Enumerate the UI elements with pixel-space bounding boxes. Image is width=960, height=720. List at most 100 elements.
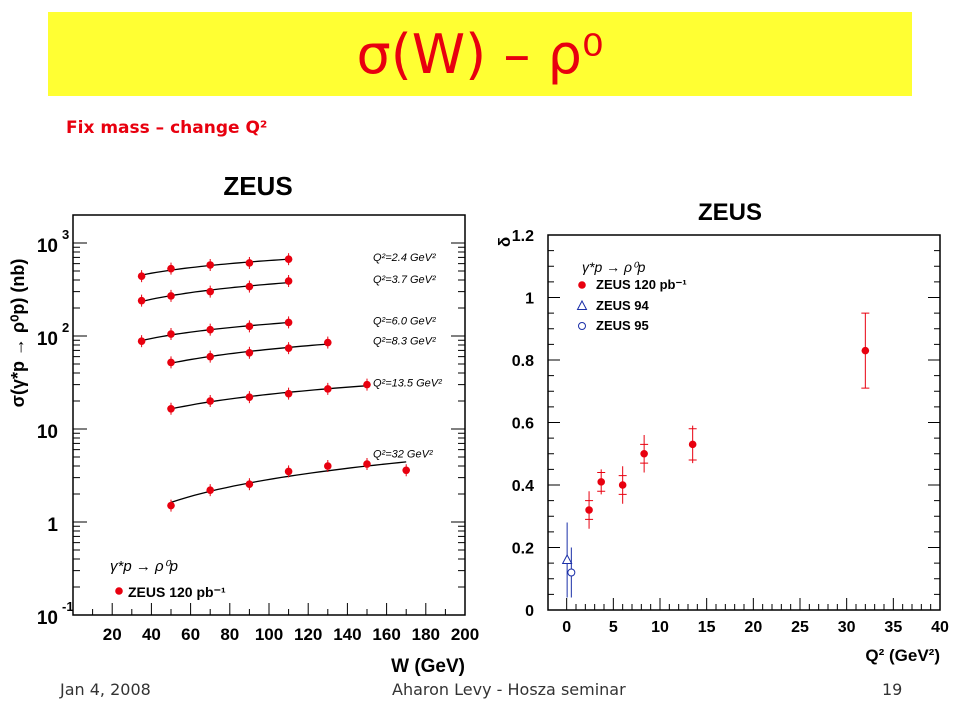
x-axis-label: Q² (GeV²) (865, 646, 940, 665)
x-tick-label: 100 (255, 625, 283, 644)
data-point (137, 337, 146, 345)
legend-entry: ZEUS 94 (596, 298, 650, 313)
data-point (688, 440, 697, 449)
fit-curve (141, 258, 289, 276)
fit-curve (141, 321, 289, 342)
data-point (167, 330, 175, 338)
data-point (167, 404, 175, 413)
x-axis-label: W (GeV) (391, 656, 465, 677)
slide-title: σ(W) – ρ⁰ (356, 22, 604, 86)
data-point (597, 478, 605, 486)
x-tick-label: 60 (181, 625, 200, 644)
data-point (324, 338, 332, 347)
data-point (206, 325, 214, 334)
data-point (245, 393, 254, 401)
x-tick-label: 10 (651, 619, 669, 636)
legend-marker (576, 299, 588, 310)
series-label: Q²=13.5 GeV² (373, 378, 442, 390)
delta-chart: ZEUS 0 0.2 0.4 0.6 0.8 1 1.2 0 5 10 15 20 25 30 35 40 Q² … (495, 199, 949, 665)
data-point (284, 467, 293, 476)
legend-entry: ZEUS 95 (596, 318, 649, 333)
fit-curve (170, 385, 368, 410)
legend-marker (578, 281, 586, 289)
data-point (402, 466, 411, 475)
x-tick-label: 40 (142, 625, 161, 644)
y-tick-label: 0.4 (512, 478, 534, 495)
legend-marker (578, 322, 586, 330)
y-tick-label: 0.2 (512, 541, 534, 558)
y-tick-exponent: 2 (62, 320, 69, 335)
y-tick-label: 0.8 (512, 353, 534, 370)
y-tick-label: 10 (37, 329, 58, 350)
data-point (284, 255, 293, 263)
data-point (861, 346, 870, 355)
data-point (245, 259, 254, 267)
data-point (585, 506, 593, 514)
data-point (167, 501, 175, 510)
y-axis-label: δ (495, 237, 514, 247)
data-point (167, 292, 175, 300)
chart-title: ZEUS (698, 199, 762, 226)
x-tick-label: 140 (333, 625, 361, 644)
series-label: Q²=32 GeV² (373, 448, 433, 460)
y-tick-exponent: 3 (62, 227, 69, 242)
data-point (245, 322, 254, 331)
x-tick-label: 35 (884, 619, 902, 636)
data-point (567, 568, 576, 577)
x-tick-label: 20 (103, 625, 122, 644)
chart-title: ZEUS (223, 171, 292, 201)
data-point (561, 553, 573, 564)
legend-entry: ZEUS 120 pb⁻¹ (596, 277, 687, 292)
x-tick-label: 200 (451, 625, 479, 644)
x-tick-label: 0 (562, 619, 571, 636)
data-point (284, 344, 293, 352)
x-tick-label: 20 (744, 619, 762, 636)
series-label: Q²=6.0 GeV² (373, 315, 436, 327)
y-tick-label: 10 (37, 422, 58, 443)
x-tick-label: 15 (698, 619, 716, 636)
y-tick-label: 0.6 (512, 416, 534, 433)
data-point (206, 352, 214, 361)
data-point (284, 389, 293, 398)
y-tick-label: 1 (47, 515, 58, 536)
title-banner: σ(W) – ρ⁰ (48, 12, 912, 96)
data-point (284, 318, 293, 327)
legend-marker (115, 587, 123, 595)
legend-title: γ*p → ρ⁰p (582, 259, 646, 275)
y-tick-label: 10 (37, 608, 58, 629)
cross-section-chart: ZEUS 10 -1 1 10 10 2 10 3 20 40 60 80 100 120 140 160 180… (8, 171, 479, 677)
data-point (640, 449, 648, 458)
footer-date: Jan 4, 2008 (60, 680, 151, 699)
x-tick-label: 40 (931, 619, 949, 636)
data-point (137, 272, 146, 280)
slide-subtitle: Fix mass – change Q² (66, 118, 268, 138)
x-tick-label: 160 (372, 625, 400, 644)
y-tick-exponent: -1 (62, 599, 74, 614)
data-point (324, 385, 332, 393)
y-tick-label: 1 (525, 291, 534, 308)
series-label: Q²=3.7 GeV² (373, 274, 436, 286)
legend-entry: ZEUS 120 pb⁻¹ (128, 584, 226, 600)
data-point (284, 277, 293, 285)
data-point (618, 481, 627, 489)
fit-curve (141, 281, 289, 303)
x-tick-label: 5 (609, 619, 618, 636)
y-tick-label: 10 (37, 236, 58, 257)
footer-seminar: Aharon Levy - Hosza seminar (392, 680, 626, 699)
x-tick-label: 120 (294, 625, 322, 644)
y-axis-label: σ(γ*p → ρ⁰p) (nb) (8, 259, 28, 408)
footer-page-number: 19 (882, 680, 903, 699)
y-tick-label: 0 (525, 603, 534, 620)
data-point (137, 296, 146, 305)
series-label: Q²=2.4 GeV² (373, 252, 436, 264)
data-point (363, 380, 371, 389)
x-tick-label: 80 (220, 625, 239, 644)
data-point (206, 287, 214, 296)
data-point (167, 358, 175, 367)
data-point (363, 460, 371, 468)
data-point (167, 264, 175, 273)
data-point (206, 486, 214, 494)
y-tick-label: 1.2 (512, 228, 534, 245)
data-point (245, 282, 254, 291)
x-tick-label: 25 (791, 619, 809, 636)
